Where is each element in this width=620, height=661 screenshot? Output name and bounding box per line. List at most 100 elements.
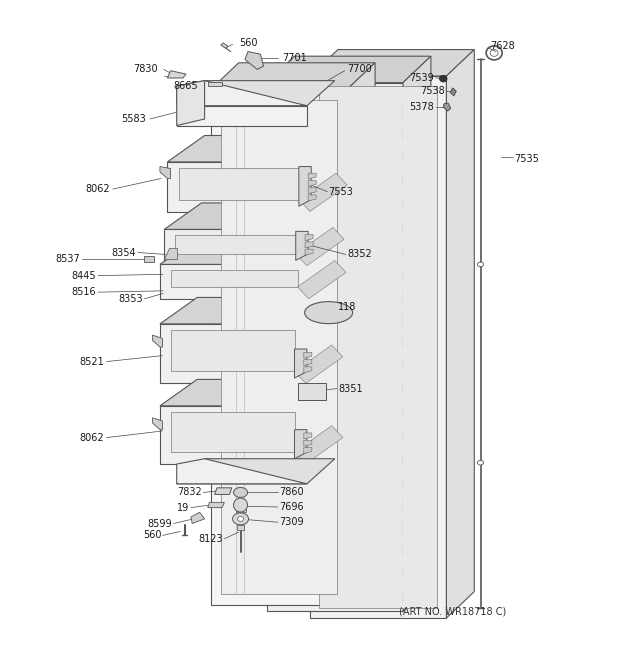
Polygon shape bbox=[296, 231, 308, 260]
Polygon shape bbox=[307, 203, 344, 266]
Polygon shape bbox=[177, 81, 205, 126]
Polygon shape bbox=[305, 242, 313, 248]
Ellipse shape bbox=[477, 262, 484, 266]
Text: 7700: 7700 bbox=[347, 64, 372, 75]
Polygon shape bbox=[294, 430, 307, 459]
Polygon shape bbox=[305, 235, 313, 241]
Polygon shape bbox=[171, 412, 294, 452]
Text: 8352: 8352 bbox=[347, 249, 372, 260]
Polygon shape bbox=[308, 195, 316, 201]
Polygon shape bbox=[167, 162, 310, 212]
Text: 8354: 8354 bbox=[112, 247, 136, 258]
Text: 7830: 7830 bbox=[133, 64, 158, 75]
Polygon shape bbox=[304, 352, 312, 358]
Polygon shape bbox=[310, 76, 446, 618]
Text: 7860: 7860 bbox=[279, 486, 304, 497]
Polygon shape bbox=[164, 203, 344, 229]
Text: (ART NO. WR18718 C): (ART NO. WR18718 C) bbox=[399, 606, 506, 617]
Text: 5583: 5583 bbox=[121, 114, 146, 124]
Polygon shape bbox=[160, 238, 346, 264]
Polygon shape bbox=[160, 324, 306, 383]
Polygon shape bbox=[167, 71, 186, 78]
Ellipse shape bbox=[237, 516, 244, 522]
Polygon shape bbox=[177, 106, 307, 126]
Text: 560: 560 bbox=[143, 530, 161, 541]
Polygon shape bbox=[164, 229, 307, 266]
Text: 8353: 8353 bbox=[118, 293, 143, 304]
Polygon shape bbox=[167, 136, 347, 162]
Text: 8521: 8521 bbox=[79, 356, 104, 367]
Polygon shape bbox=[304, 360, 312, 366]
Polygon shape bbox=[211, 89, 347, 605]
Polygon shape bbox=[310, 50, 474, 76]
Polygon shape bbox=[308, 188, 316, 194]
Text: 7553: 7553 bbox=[329, 186, 353, 197]
Polygon shape bbox=[304, 367, 312, 373]
Polygon shape bbox=[306, 297, 343, 383]
Ellipse shape bbox=[477, 460, 484, 465]
Text: 8123: 8123 bbox=[198, 533, 223, 544]
Polygon shape bbox=[177, 459, 335, 484]
Polygon shape bbox=[175, 235, 296, 254]
Text: 7309: 7309 bbox=[279, 517, 304, 527]
Polygon shape bbox=[160, 379, 343, 406]
Polygon shape bbox=[403, 56, 431, 611]
Polygon shape bbox=[177, 81, 307, 106]
Text: 5378: 5378 bbox=[409, 102, 434, 112]
Ellipse shape bbox=[304, 301, 353, 324]
Polygon shape bbox=[153, 335, 162, 347]
Polygon shape bbox=[160, 297, 343, 324]
Polygon shape bbox=[308, 180, 316, 186]
Polygon shape bbox=[221, 100, 337, 594]
Polygon shape bbox=[160, 167, 171, 178]
Polygon shape bbox=[215, 488, 232, 494]
Text: 8062: 8062 bbox=[86, 184, 110, 194]
Polygon shape bbox=[310, 136, 347, 212]
Polygon shape bbox=[299, 167, 311, 206]
Text: 7832: 7832 bbox=[177, 487, 202, 498]
Polygon shape bbox=[309, 238, 346, 299]
Polygon shape bbox=[160, 406, 306, 464]
Text: 8351: 8351 bbox=[338, 383, 363, 394]
Polygon shape bbox=[347, 63, 375, 605]
Polygon shape bbox=[237, 525, 244, 530]
Polygon shape bbox=[267, 56, 431, 83]
Text: 560: 560 bbox=[239, 38, 257, 48]
Polygon shape bbox=[294, 426, 343, 464]
Text: 7696: 7696 bbox=[279, 502, 304, 512]
Text: 7701: 7701 bbox=[282, 53, 307, 63]
Polygon shape bbox=[446, 50, 474, 618]
Polygon shape bbox=[298, 260, 346, 299]
Polygon shape bbox=[164, 248, 177, 259]
Polygon shape bbox=[245, 52, 264, 69]
Polygon shape bbox=[208, 82, 222, 86]
Text: 8537: 8537 bbox=[56, 254, 81, 264]
Polygon shape bbox=[443, 103, 451, 111]
Text: eReplacementParts.com: eReplacementParts.com bbox=[201, 324, 345, 337]
Polygon shape bbox=[211, 63, 375, 89]
Ellipse shape bbox=[232, 513, 249, 525]
Text: 19: 19 bbox=[177, 502, 189, 513]
Polygon shape bbox=[304, 440, 312, 446]
Polygon shape bbox=[298, 383, 326, 400]
Polygon shape bbox=[305, 249, 313, 255]
Polygon shape bbox=[450, 88, 456, 96]
Polygon shape bbox=[294, 345, 343, 383]
Text: 7535: 7535 bbox=[515, 153, 539, 164]
Polygon shape bbox=[294, 349, 307, 378]
Polygon shape bbox=[208, 502, 224, 508]
Polygon shape bbox=[191, 512, 205, 524]
Polygon shape bbox=[171, 330, 294, 371]
Polygon shape bbox=[267, 83, 403, 611]
Ellipse shape bbox=[234, 498, 247, 512]
Text: 8445: 8445 bbox=[71, 270, 96, 281]
Ellipse shape bbox=[440, 75, 447, 82]
Text: 7539: 7539 bbox=[409, 73, 434, 83]
Polygon shape bbox=[177, 81, 335, 106]
Polygon shape bbox=[236, 504, 246, 512]
Polygon shape bbox=[296, 227, 344, 266]
Polygon shape bbox=[179, 168, 299, 200]
Polygon shape bbox=[304, 433, 312, 439]
Polygon shape bbox=[306, 379, 343, 464]
Polygon shape bbox=[299, 173, 347, 212]
